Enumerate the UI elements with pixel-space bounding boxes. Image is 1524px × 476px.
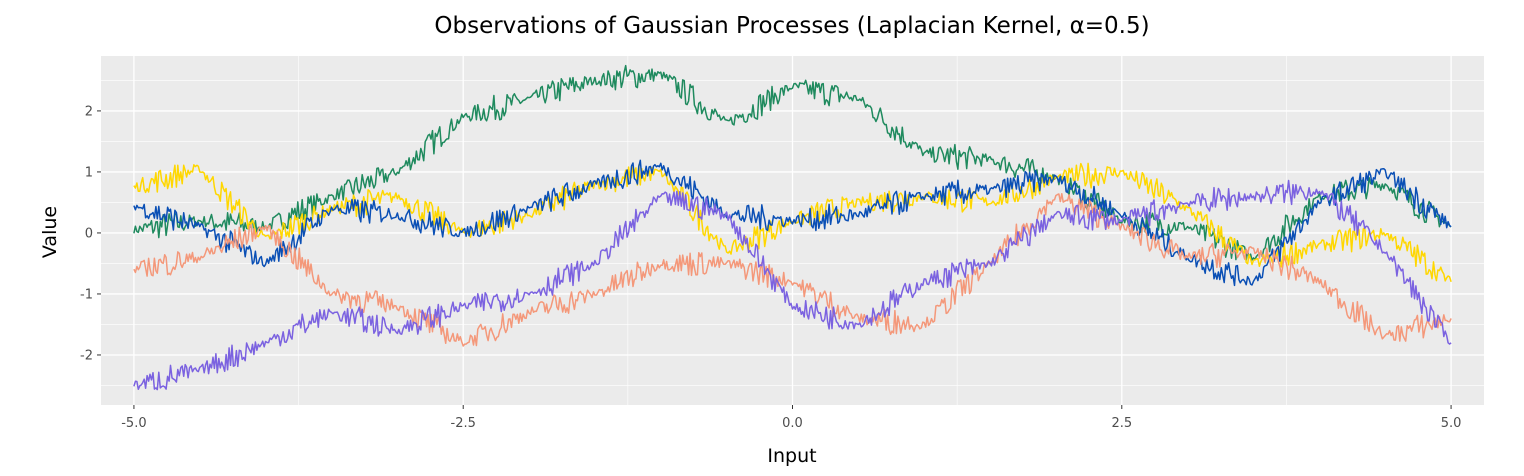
y-tick-label: 0 bbox=[85, 226, 93, 241]
y-tick-label: 2 bbox=[85, 104, 93, 119]
x-tick-label: -2.5 bbox=[451, 416, 476, 431]
y-axis: -2 -1 0 1 2 bbox=[80, 104, 101, 363]
y-tick-label: -2 bbox=[80, 348, 93, 363]
series-layer bbox=[133, 64, 1452, 391]
series-line-3 bbox=[133, 159, 1452, 287]
x-tick-label: 0.0 bbox=[782, 416, 803, 431]
x-tick-label: -5.0 bbox=[121, 416, 146, 431]
x-tick-label: 5.0 bbox=[1441, 416, 1462, 431]
y-tick-label: 1 bbox=[85, 165, 93, 180]
y-axis-title: Value bbox=[39, 206, 61, 258]
x-tick-label: 2.5 bbox=[1111, 416, 1132, 431]
y-tick-label: -1 bbox=[80, 287, 93, 302]
x-axis: -5.0 -2.5 0.0 2.5 5.0 bbox=[121, 405, 1461, 431]
x-axis-title: Input bbox=[767, 445, 816, 467]
chart-title: Observations of Gaussian Processes (Lapl… bbox=[434, 13, 1149, 39]
series-line-1 bbox=[133, 64, 1452, 261]
series-line-5 bbox=[133, 179, 1452, 391]
series-line-4 bbox=[133, 192, 1452, 347]
